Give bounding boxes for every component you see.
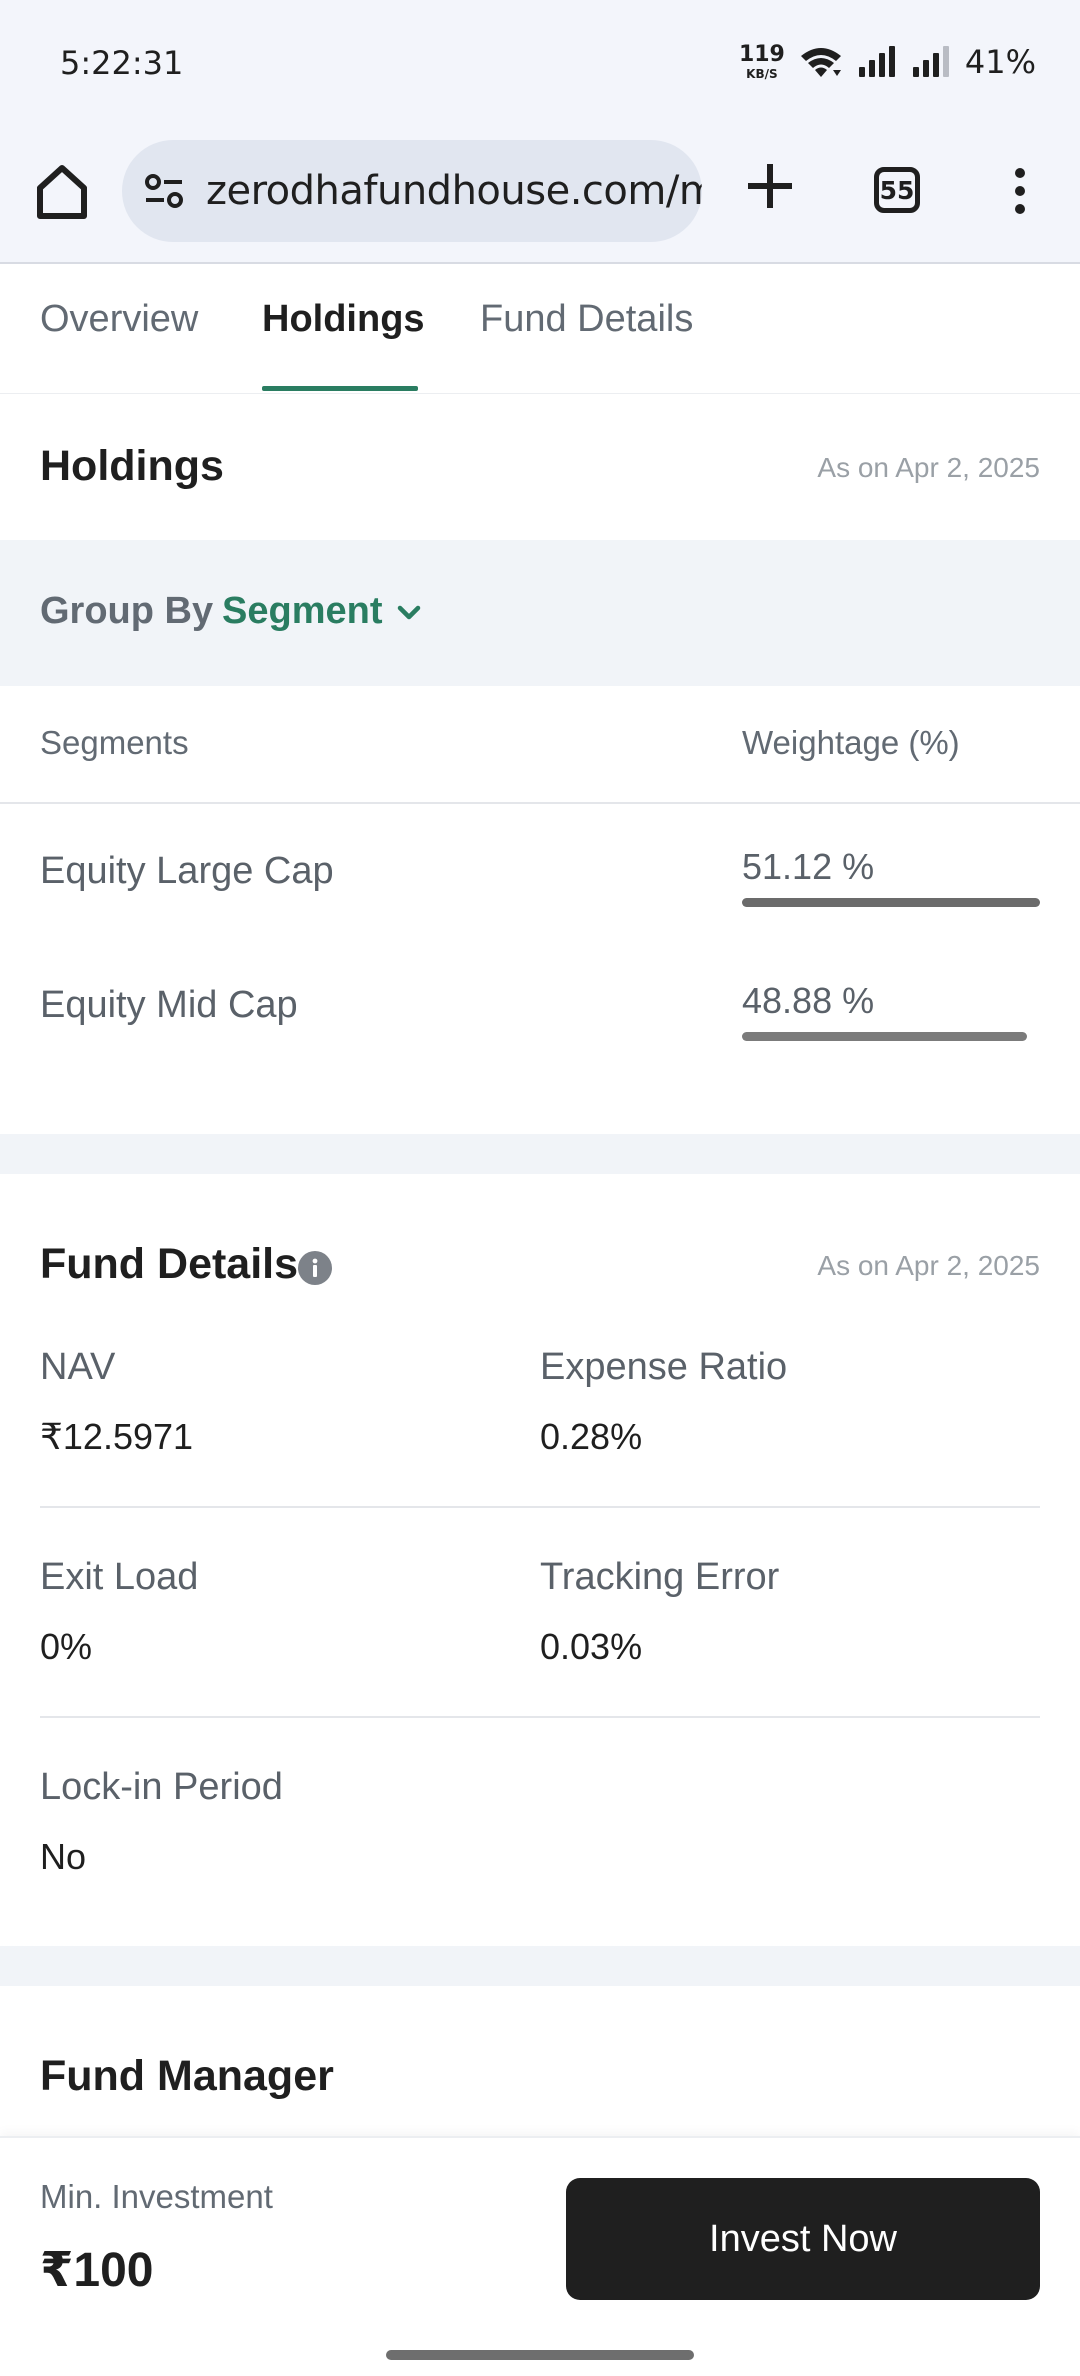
tab-count: 55	[879, 175, 915, 205]
weightage-value: 48.88 %	[742, 980, 875, 1021]
home-icon[interactable]	[34, 162, 90, 222]
browser-toolbar: zerodhafundhouse.com/m	[0, 130, 1080, 264]
lock-in-label: Lock-in Period	[40, 1766, 283, 1808]
address-bar[interactable]: zerodhafundhouse.com/m	[122, 140, 702, 242]
nav-label: NAV	[40, 1346, 116, 1388]
exit-load-label: Exit Load	[40, 1556, 199, 1598]
chevron-down-icon[interactable]	[394, 598, 424, 628]
exit-load-value: 0%	[40, 1626, 93, 1667]
net-speed-unit: KB/S	[746, 67, 778, 81]
segment-label: Equity Large Cap	[40, 850, 334, 892]
new-tab-icon[interactable]	[744, 160, 796, 212]
fund-details-as-on: As on Apr 2, 2025	[817, 1250, 1040, 1281]
expense-ratio-label: Expense Ratio	[540, 1346, 788, 1388]
site-settings-icon[interactable]	[142, 169, 186, 213]
detail-divider	[40, 1506, 1040, 1508]
wifi-icon	[800, 48, 841, 77]
active-tab-indicator	[262, 386, 418, 391]
invest-now-button[interactable]: Invest Now	[566, 2178, 1040, 2300]
min-investment-value: ₹100	[40, 2244, 154, 2297]
net-speed-value: 119	[738, 42, 785, 67]
section-separator	[0, 1946, 1080, 1986]
status-time: 5:22:31	[60, 44, 184, 82]
fund-manager-title: Fund Manager	[40, 2052, 334, 2100]
lock-in-value: No	[40, 1836, 87, 1877]
segments-column-header: Segments	[40, 724, 189, 761]
battery-level: 41%	[964, 43, 1036, 81]
min-investment-label: Min. Investment	[40, 2178, 273, 2215]
group-by-bar: Group By Segment	[0, 540, 1080, 686]
more-menu-icon[interactable]	[1004, 166, 1036, 216]
weightage-bar-fill	[742, 898, 1040, 907]
detail-divider	[40, 1716, 1040, 1718]
weightage-bar-fill	[742, 1032, 1027, 1041]
holdings-as-on: As on Apr 2, 2025	[817, 452, 1040, 483]
expense-ratio-value: 0.28%	[540, 1416, 643, 1457]
bottom-action-bar: Min. Investment ₹100 Invest Now	[0, 2136, 1080, 2376]
group-by-dropdown[interactable]: Segment	[222, 590, 383, 632]
holdings-title: Holdings	[40, 442, 224, 490]
gesture-home-indicator[interactable]	[386, 2350, 694, 2360]
tracking-error-label: Tracking Error	[540, 1556, 780, 1598]
weightage-bar	[742, 898, 1040, 907]
signal-icon	[858, 46, 895, 77]
tab-fund-details[interactable]: Fund Details	[480, 298, 694, 340]
status-icons: 119 KB/S 41%	[739, 40, 1036, 84]
status-bar: 5:22:31 119 KB/S 41%	[0, 0, 1080, 130]
signal-icon-2	[912, 46, 949, 77]
tab-holdings[interactable]: Holdings	[262, 298, 425, 340]
fund-details-title: Fund Details	[40, 1240, 299, 1288]
weightage-column-header: Weightage (%)	[742, 724, 960, 761]
group-by-label: Group By	[40, 590, 214, 632]
section-separator	[0, 1134, 1080, 1174]
url-text[interactable]: zerodhafundhouse.com/m	[206, 168, 702, 214]
weightage-value: 51.12 %	[742, 846, 875, 887]
nav-value: ₹12.5971	[40, 1416, 194, 1457]
weightage-bar	[742, 1032, 1040, 1041]
table-divider	[0, 802, 1080, 804]
tab-overview[interactable]: Overview	[40, 298, 199, 340]
segment-label: Equity Mid Cap	[40, 984, 298, 1026]
tab-switcher-button[interactable]: 55	[874, 167, 920, 213]
tracking-error-value: 0.03%	[540, 1626, 643, 1667]
info-icon[interactable]	[298, 1251, 332, 1285]
net-speed: 119 KB/S	[738, 42, 785, 81]
page-tabs: Overview Holdings Fund Details	[0, 264, 1080, 394]
